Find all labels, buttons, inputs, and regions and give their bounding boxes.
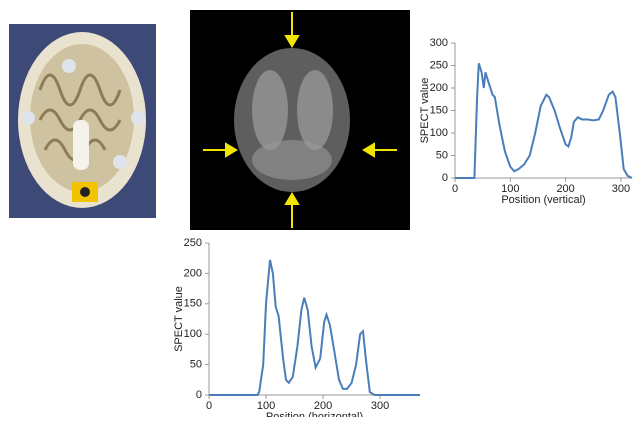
y-tick-label: 150	[430, 104, 448, 116]
phantom-photo	[9, 24, 156, 218]
y-tick-label: 0	[442, 172, 448, 184]
y-tick-label: 0	[196, 389, 202, 401]
y-tick-label: 200	[184, 267, 202, 279]
y-tick-label: 300	[430, 37, 448, 49]
figure: 0 50 100 150 200 250 300 0 100 200 300 Position (ve…	[0, 0, 636, 417]
y-axis-label: SPECT value	[173, 286, 185, 352]
y-tick-label: 200	[430, 82, 448, 94]
x-tick-label: 0	[206, 400, 212, 412]
x-tick-label: 300	[612, 183, 630, 195]
y-tick-label: 50	[436, 149, 448, 161]
x-axis-label: Position (vertical)	[501, 194, 585, 206]
y-tick-label: 250	[184, 237, 202, 249]
y-tick-label: 100	[184, 328, 202, 340]
y-tick-label: 50	[190, 359, 202, 371]
spect-image	[190, 10, 410, 230]
y-tick-label: 250	[430, 59, 448, 71]
x-tick-label: 300	[371, 400, 389, 412]
data-line	[209, 260, 420, 395]
y-axis-label: SPECT value	[419, 78, 431, 144]
x-axis-label: Position (horizontal)	[266, 411, 363, 417]
data-line	[455, 63, 632, 178]
y-tick-label: 150	[184, 298, 202, 310]
y-tick-label: 100	[430, 127, 448, 139]
x-tick-label: 0	[452, 183, 458, 195]
